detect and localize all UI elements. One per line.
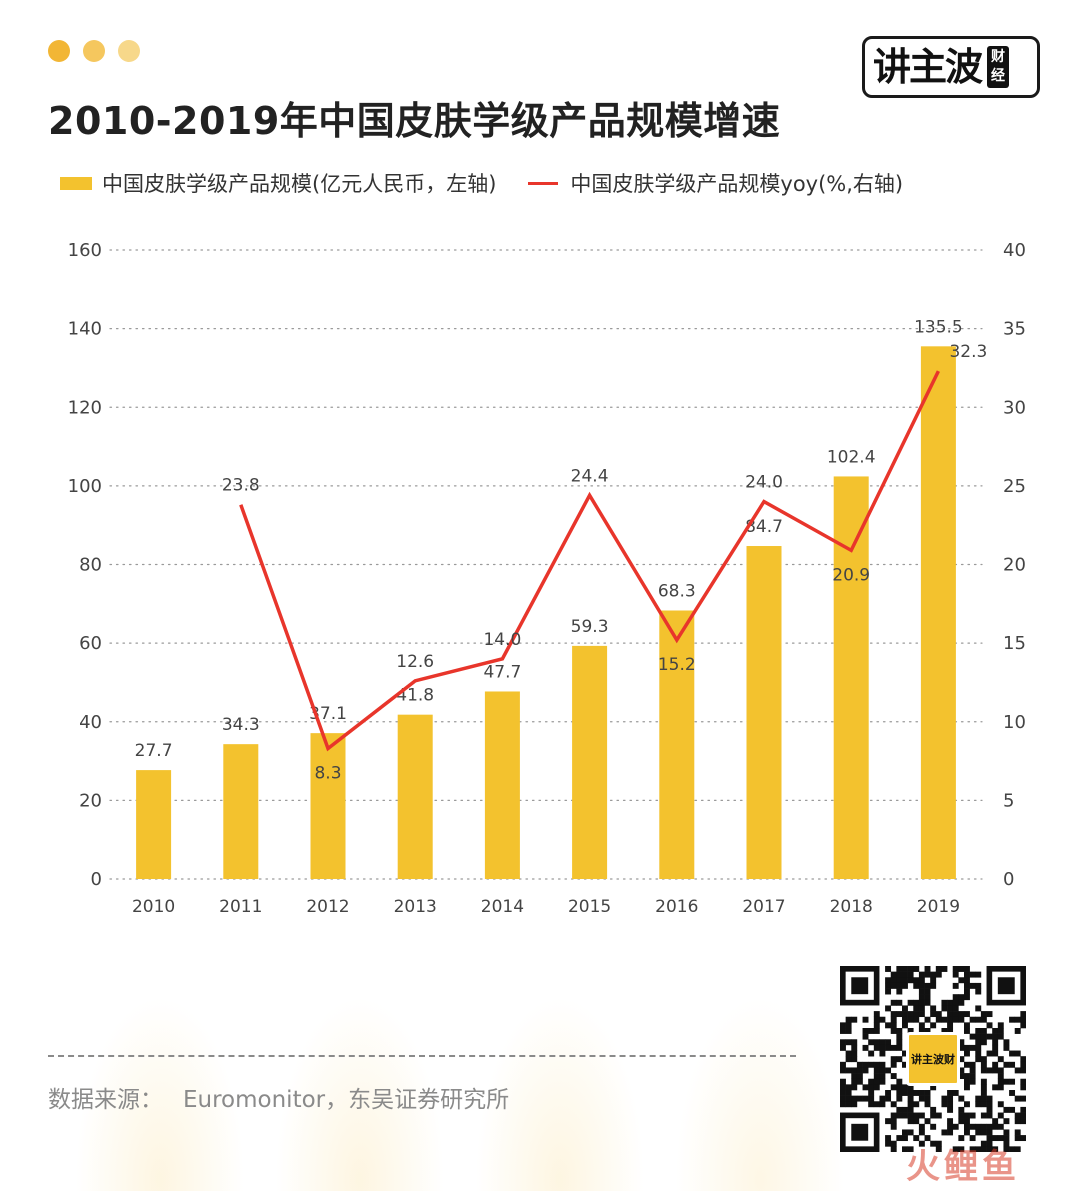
qr-pattern xyxy=(840,966,1027,1153)
left-tick-label: 60 xyxy=(79,633,102,654)
right-tick-label: 0 xyxy=(1003,869,1014,890)
x-tick-label: 2010 xyxy=(132,897,175,917)
right-tick-label: 35 xyxy=(1003,319,1026,340)
left-tick-label: 40 xyxy=(79,712,102,733)
right-tick-label: 30 xyxy=(1003,397,1026,418)
bar xyxy=(310,733,346,879)
line-value-label: 32.3 xyxy=(949,342,987,362)
dot-2 xyxy=(83,40,105,62)
line-value-label: 12.6 xyxy=(396,652,434,672)
bar xyxy=(920,346,956,879)
data-source: 数据来源： Euromonitor，东吴证券研究所 xyxy=(48,1080,509,1114)
legend-line-label: 中国皮肤学级产品规模yoy(%,右轴) xyxy=(570,172,904,196)
x-tick-label: 2015 xyxy=(568,897,611,917)
bar-value-label: 84.7 xyxy=(745,517,783,537)
x-tick-label: 2017 xyxy=(742,897,785,917)
source-value: Euromonitor，东吴证券研究所 xyxy=(183,1087,510,1113)
x-tick-label: 2016 xyxy=(655,897,698,917)
bar xyxy=(833,476,869,879)
combo-chart: 0 20 40 60 80 100 120 140 160 0 5 10 15 20 25 30 35 40 201… xyxy=(68,240,1026,917)
bar-value-label: 68.3 xyxy=(658,581,696,601)
right-tick-label: 40 xyxy=(1003,240,1026,261)
chart-legend: 中国皮肤学级产品规模(亿元人民币，左轴) 中国皮肤学级产品规模yoy(%,右轴) xyxy=(60,168,903,198)
chart-title: 2010-2019年中国皮肤学级产品规模增速 xyxy=(48,99,781,143)
right-tick-label: 10 xyxy=(1003,712,1026,733)
x-tick-label: 2014 xyxy=(481,897,524,917)
bar-value-label: 27.7 xyxy=(135,741,173,761)
bar xyxy=(484,691,520,879)
right-tick-label: 20 xyxy=(1003,555,1026,576)
bar-value-label: 59.3 xyxy=(571,617,609,637)
legend-bar-swatch xyxy=(60,176,92,190)
line-value-label: 14.0 xyxy=(483,630,521,650)
bar-value-label: 34.3 xyxy=(222,715,260,735)
x-tick-label: 2011 xyxy=(219,897,262,917)
bar xyxy=(136,770,172,879)
legend-bar-label: 中国皮肤学级产品规模(亿元人民币，左轴) xyxy=(102,172,497,196)
watermark: 火鲤鱼 xyxy=(906,1147,1020,1187)
bar-value-label: 135.5 xyxy=(914,317,963,337)
line-value-label: 24.0 xyxy=(745,473,783,493)
left-tick-label: 140 xyxy=(68,319,102,340)
dot-3 xyxy=(118,40,140,62)
brand-logo: 讲主波 财经 xyxy=(862,36,1040,98)
bar xyxy=(746,546,782,879)
right-tick-label: 5 xyxy=(1003,790,1014,811)
line-value-label: 20.9 xyxy=(832,565,870,585)
dot-1 xyxy=(48,40,70,62)
qr-badge: 讲主波财 xyxy=(906,1032,960,1086)
line-value-label: 24.4 xyxy=(571,466,609,486)
source-label: 数据来源： xyxy=(48,1087,163,1113)
right-tick-label: 15 xyxy=(1003,633,1026,654)
bar-value-label: 47.7 xyxy=(483,662,521,682)
bar xyxy=(572,645,608,879)
left-tick-label: 120 xyxy=(68,397,102,418)
footer-divider xyxy=(48,1055,796,1057)
line-value-label: 23.8 xyxy=(222,476,260,496)
x-tick-label: 2012 xyxy=(306,897,349,917)
legend-line-swatch xyxy=(528,181,559,185)
line-value-label: 8.3 xyxy=(314,763,341,783)
right-tick-label: 25 xyxy=(1003,476,1026,497)
logo-side-text: 财经 xyxy=(987,46,1010,88)
x-tick-label: 2013 xyxy=(394,897,437,917)
bar xyxy=(223,744,259,879)
left-tick-label: 20 xyxy=(79,790,102,811)
line-value-label: 15.2 xyxy=(658,655,696,675)
left-tick-label: 0 xyxy=(91,869,102,890)
x-tick-label: 2019 xyxy=(917,897,960,917)
bar xyxy=(397,714,433,879)
bar-value-label: 41.8 xyxy=(396,686,434,706)
window-dots xyxy=(48,40,140,62)
x-tick-label: 2018 xyxy=(830,897,873,917)
left-tick-label: 100 xyxy=(68,476,102,497)
left-tick-label: 80 xyxy=(79,555,102,576)
logo-text: 讲主波 xyxy=(873,45,983,89)
bar-value-label: 102.4 xyxy=(827,447,876,467)
bar xyxy=(659,610,695,879)
left-tick-label: 160 xyxy=(68,240,102,261)
qr-code[interactable]: 讲主波财 xyxy=(840,966,1027,1153)
